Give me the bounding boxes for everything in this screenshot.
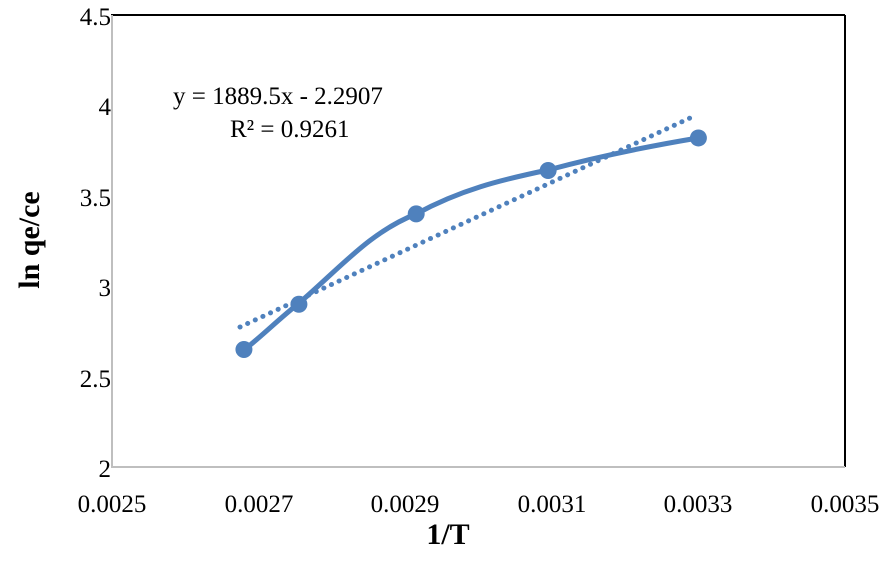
data-point-marker [689, 129, 707, 147]
x-tick-label: 0.0027 [224, 491, 294, 518]
y-tick-label: 4 [98, 94, 112, 121]
y-tick-label: 2.5 [79, 366, 111, 393]
x-tick-label: 0.0025 [77, 491, 147, 518]
data-point-marker [407, 205, 425, 223]
series-markers [235, 129, 707, 358]
series-line [241, 135, 701, 353]
trendline-r-squared: R² = 0.9261 [230, 116, 350, 143]
x-tick-label: 0.0031 [517, 491, 587, 518]
y-tick-label: 3 [98, 275, 112, 302]
y-tick-label: 2 [98, 456, 112, 483]
y-tick-label: 4.5 [79, 4, 111, 31]
x-tick-label: 0.0033 [663, 491, 733, 518]
x-tick-label: 0.0035 [810, 491, 880, 518]
x-tick-label: 0.0029 [370, 491, 440, 518]
data-point-marker [539, 161, 557, 179]
y-tick-label: 3.5 [79, 185, 111, 212]
data-point-marker [290, 295, 308, 313]
trendline-equation: y = 1889.5x - 2.2907 [173, 83, 383, 110]
x-axis-title: 1/T [426, 518, 470, 551]
y-axis-title: ln qe/ce [13, 191, 46, 289]
data-point-marker [235, 340, 253, 358]
